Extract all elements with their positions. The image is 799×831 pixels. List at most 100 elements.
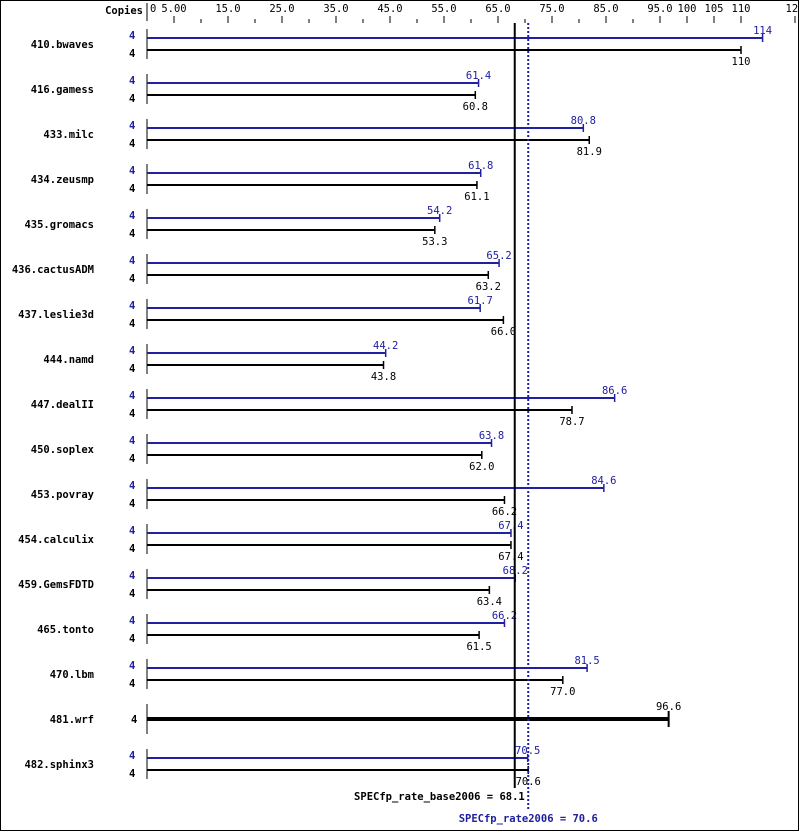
benchmark-label: 437.leslie3d: [18, 309, 94, 321]
value-label-base: 43.8: [371, 371, 396, 383]
value-label-base: 61.5: [466, 641, 491, 653]
copies-peak: 4: [129, 435, 135, 447]
value-label-base: 66.2: [492, 506, 517, 518]
copies-peak: 4: [129, 660, 135, 672]
bar-base: [147, 364, 384, 366]
tick-label: 85.0: [593, 3, 618, 15]
tick-label: 15.0: [215, 3, 240, 15]
bar-base: [147, 94, 476, 96]
benchmark-label: 459.GemsFDTD: [18, 579, 94, 591]
benchmark-label: 416.gamess: [31, 84, 94, 96]
benchmark-label: 433.milc: [43, 129, 94, 141]
copies-base: 4: [131, 714, 137, 726]
value-label-peak: 84.6: [591, 475, 616, 487]
copies-peak: 4: [129, 480, 135, 492]
benchmark-label: 434.zeusmp: [31, 174, 94, 186]
value-label-peak: 80.8: [571, 115, 596, 127]
copies-peak: 4: [129, 390, 135, 402]
copies-peak: 4: [129, 30, 135, 42]
copies-base: 4: [129, 768, 135, 780]
bar-peak: [147, 487, 604, 489]
bar-peak: [147, 757, 528, 759]
value-label-base: 96.6: [656, 701, 681, 713]
value-label-peak: 44.2: [373, 340, 398, 352]
bar-peak: [147, 262, 500, 264]
value-label-base: 66.0: [491, 326, 516, 338]
copies-base: 4: [129, 138, 135, 150]
benchmark-label: 436.cactusADM: [12, 264, 94, 276]
benchmark-label: 435.gromacs: [24, 219, 94, 231]
benchmark-label: 410.bwaves: [31, 39, 94, 51]
copies-peak: 4: [129, 165, 135, 177]
copies-base: 4: [129, 498, 135, 510]
bar-base: [147, 49, 741, 51]
bar-base: [147, 409, 572, 411]
copies-base: 4: [129, 543, 135, 555]
benchmark-label: 465.tonto: [37, 624, 94, 636]
bar-peak: [147, 667, 588, 669]
bar-peak: [147, 622, 505, 624]
value-label-peak: 86.6: [602, 385, 627, 397]
tick-label: 0: [150, 3, 156, 15]
value-label-base: 53.3: [422, 236, 447, 248]
bar-peak: [147, 352, 386, 354]
benchmark-label: 450.soplex: [31, 444, 95, 456]
value-label-base: 63.2: [476, 281, 501, 293]
copies-base: 4: [129, 273, 135, 285]
bar-base: [147, 139, 590, 141]
tick-label: 55.0: [431, 3, 456, 15]
copies-header: Copies: [105, 5, 143, 17]
value-label-base: 60.8: [463, 101, 488, 113]
benchmark-label: 481.wrf: [50, 714, 94, 726]
bar-base: [147, 274, 489, 276]
copies-peak: 4: [129, 75, 135, 87]
bar-peak: [147, 217, 440, 219]
bar-peak: [147, 442, 492, 444]
copies-base: 4: [129, 363, 135, 375]
bar-base: [147, 679, 563, 681]
copies-base: 4: [129, 453, 135, 465]
copies-peak: 4: [129, 615, 135, 627]
tick-label: 100: [678, 3, 697, 15]
value-label-peak: 65.2: [486, 250, 511, 262]
value-label-peak: 61.7: [468, 295, 493, 307]
bar-base: [147, 454, 482, 456]
benchmark-label: 470.lbm: [50, 669, 94, 681]
copies-peak: 4: [129, 345, 135, 357]
bar-base: [147, 544, 511, 546]
value-label-peak: 61.8: [468, 160, 493, 172]
value-label-peak: 63.8: [479, 430, 504, 442]
value-label-base: 78.7: [559, 416, 584, 428]
value-label-peak: 61.4: [466, 70, 491, 82]
tick-label: 5.00: [161, 3, 186, 15]
bar-base: [147, 499, 505, 501]
copies-base: 4: [129, 633, 135, 645]
bar-base: [147, 634, 480, 636]
bar-peak: [147, 307, 481, 309]
value-label-base: 63.4: [477, 596, 502, 608]
value-label-peak: 67.4: [498, 520, 523, 532]
copies-base: 4: [129, 183, 135, 195]
value-label-base: 61.1: [464, 191, 489, 203]
tick-label: 35.0: [323, 3, 348, 15]
value-label-peak: 114: [753, 25, 772, 37]
benchmark-label: 444.namd: [43, 354, 94, 366]
bar-base: [147, 184, 477, 186]
bar-base: [147, 717, 669, 721]
copies-base: 4: [129, 228, 135, 240]
copies-base: 4: [129, 318, 135, 330]
bar-base: [147, 589, 490, 591]
bar-peak: [147, 577, 516, 579]
copies-peak: 4: [129, 300, 135, 312]
tick-label: 65.0: [485, 3, 510, 15]
copies-peak: 4: [129, 750, 135, 762]
copies-base: 4: [129, 93, 135, 105]
copies-base: 4: [129, 48, 135, 60]
bar-base: [147, 229, 435, 231]
tick-label: 120: [786, 3, 798, 15]
bar-base: [147, 769, 529, 771]
bar-base: [147, 319, 504, 321]
bar-peak: [147, 397, 615, 399]
